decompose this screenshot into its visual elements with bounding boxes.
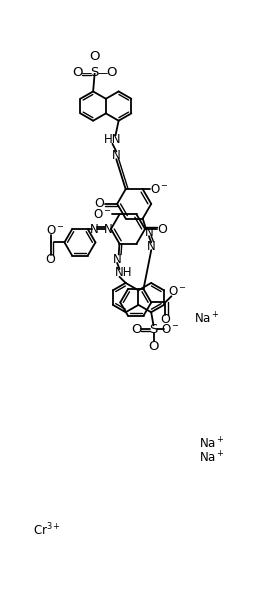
Text: N: N (147, 240, 156, 253)
Text: N: N (90, 223, 98, 235)
Text: N: N (113, 252, 122, 266)
Text: NH: NH (115, 266, 132, 280)
Text: HN: HN (104, 133, 121, 147)
Text: Na$^+$: Na$^+$ (199, 437, 225, 452)
Text: O$^-$: O$^-$ (150, 182, 169, 196)
Text: O: O (94, 198, 104, 210)
Text: O: O (157, 223, 167, 235)
Text: O: O (160, 313, 170, 326)
Text: O: O (72, 66, 83, 80)
Text: S: S (149, 323, 158, 336)
Text: Cr$^{3+}$: Cr$^{3+}$ (33, 522, 61, 539)
Text: N: N (104, 223, 112, 235)
Text: O: O (106, 66, 117, 80)
Text: Na$^+$: Na$^+$ (199, 451, 225, 466)
Text: O: O (89, 49, 100, 63)
Text: O: O (46, 253, 55, 266)
Text: O$^-$: O$^-$ (168, 285, 187, 298)
Text: O: O (148, 340, 159, 353)
Text: O$^-$: O$^-$ (93, 208, 112, 221)
Text: Na$^+$: Na$^+$ (194, 312, 220, 327)
Text: S: S (90, 66, 99, 80)
Text: O$^-$: O$^-$ (161, 323, 180, 336)
Text: N: N (144, 226, 153, 239)
Text: O$^-$: O$^-$ (46, 224, 65, 237)
Text: O: O (131, 323, 142, 336)
Text: N: N (112, 149, 121, 162)
